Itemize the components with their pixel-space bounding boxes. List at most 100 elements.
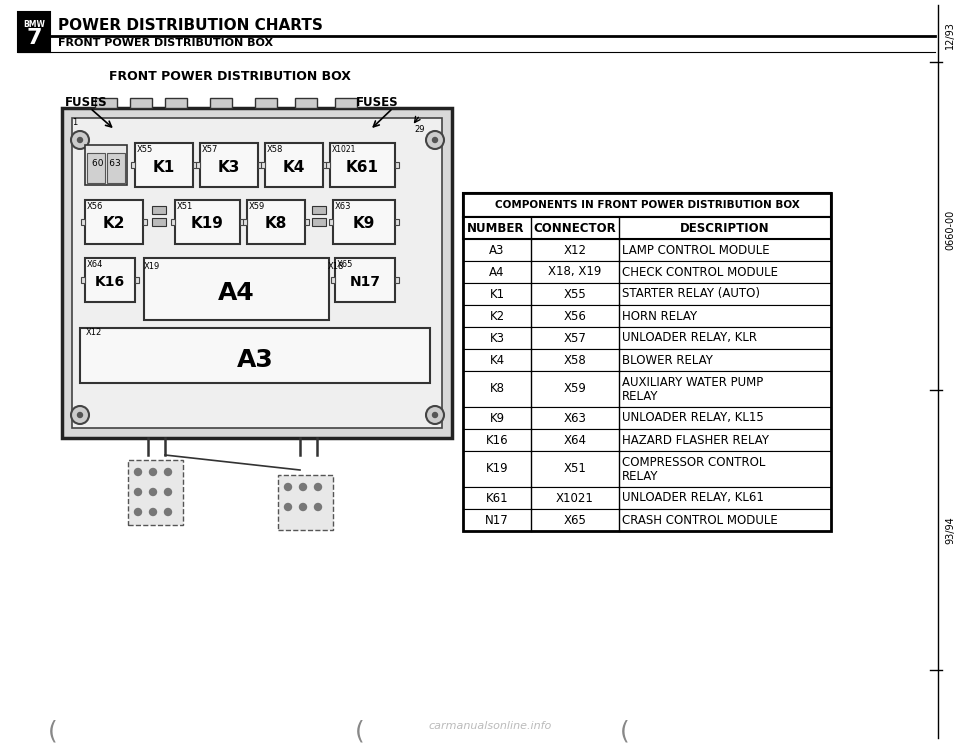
Bar (210, 98, 232, 108)
Circle shape (134, 469, 141, 475)
Bar (335, 258, 395, 302)
Bar (130, 98, 152, 108)
Bar (193, 162, 197, 168)
Text: K2: K2 (103, 217, 125, 231)
Text: K3: K3 (490, 332, 505, 344)
Text: N17: N17 (485, 513, 509, 527)
Circle shape (78, 412, 83, 417)
Circle shape (150, 508, 156, 516)
Bar (152, 206, 166, 214)
Bar (135, 277, 139, 283)
Text: A3: A3 (236, 348, 274, 372)
Bar (331, 277, 335, 283)
Text: CHECK CONTROL MODULE: CHECK CONTROL MODULE (622, 266, 778, 278)
Text: K3: K3 (218, 159, 240, 175)
Text: POWER DISTRIBUTION CHARTS: POWER DISTRIBUTION CHARTS (58, 18, 323, 33)
Bar (329, 219, 333, 225)
Text: CRASH CONTROL MODULE: CRASH CONTROL MODULE (622, 513, 778, 527)
Text: K61: K61 (486, 492, 508, 504)
Text: X18: X18 (328, 262, 345, 271)
Text: K16: K16 (95, 275, 125, 289)
Text: FRONT POWER DISTRIBUTION BOX: FRONT POWER DISTRIBUTION BOX (109, 70, 351, 83)
Circle shape (150, 489, 156, 496)
Bar (80, 328, 430, 383)
Bar (240, 219, 244, 225)
Text: X55: X55 (137, 145, 154, 154)
Bar (463, 283, 831, 305)
Text: X65: X65 (337, 260, 353, 269)
Circle shape (433, 138, 438, 143)
Text: K19: K19 (191, 217, 224, 231)
Text: BLOWER RELAY: BLOWER RELAY (622, 353, 713, 367)
Bar (62, 108, 452, 438)
Text: X56: X56 (564, 310, 587, 322)
Bar (171, 219, 175, 225)
Bar (463, 239, 831, 261)
Bar (135, 143, 193, 187)
Bar (463, 217, 831, 239)
Text: K19: K19 (486, 463, 508, 475)
Text: UNLOADER RELAY, KLR: UNLOADER RELAY, KLR (622, 332, 757, 344)
Text: X57: X57 (564, 332, 587, 344)
Text: X63: X63 (564, 411, 587, 425)
Text: A3: A3 (490, 243, 505, 257)
Text: K9: K9 (490, 411, 505, 425)
Text: FUSES: FUSES (65, 96, 108, 109)
Text: X63: X63 (335, 202, 351, 211)
Bar (175, 200, 240, 244)
Bar (243, 219, 247, 225)
Bar (463, 327, 831, 349)
Text: X51: X51 (177, 202, 193, 211)
Bar (200, 143, 258, 187)
Text: (: ( (48, 720, 58, 744)
Bar (463, 305, 831, 327)
Text: K16: K16 (486, 434, 508, 446)
Bar (258, 162, 262, 168)
Text: X59: X59 (249, 202, 265, 211)
Text: X1021: X1021 (556, 492, 594, 504)
Text: 93/94: 93/94 (945, 516, 955, 544)
Bar (131, 162, 135, 168)
Text: K9: K9 (353, 217, 375, 231)
Bar (312, 218, 326, 226)
Text: RELAY: RELAY (622, 470, 659, 484)
Bar (463, 487, 831, 509)
Text: X1021: X1021 (332, 145, 356, 154)
Text: NUMBER: NUMBER (467, 222, 524, 234)
Circle shape (300, 484, 306, 490)
Circle shape (134, 508, 141, 516)
Bar (87, 153, 105, 183)
Bar (463, 193, 831, 531)
Circle shape (300, 504, 306, 510)
Bar (278, 475, 333, 530)
Text: FRONT POWER DISTRIBUTION BOX: FRONT POWER DISTRIBUTION BOX (58, 38, 274, 48)
Circle shape (71, 131, 89, 149)
Text: K1: K1 (490, 287, 505, 301)
Circle shape (164, 489, 172, 496)
Text: K2: K2 (490, 310, 505, 322)
Text: N17: N17 (349, 275, 380, 289)
Text: 1: 1 (72, 118, 77, 127)
Bar (463, 429, 831, 451)
Text: AUXILIARY WATER PUMP: AUXILIARY WATER PUMP (622, 376, 763, 390)
Bar (143, 219, 147, 225)
Bar (18, 12, 50, 52)
Text: X65: X65 (564, 513, 587, 527)
Bar (165, 98, 187, 108)
Text: K4: K4 (283, 159, 305, 175)
Bar (395, 162, 399, 168)
Bar (196, 162, 200, 168)
Bar (81, 277, 85, 283)
Bar (463, 451, 831, 487)
Bar (95, 98, 117, 108)
Text: X12: X12 (564, 243, 587, 257)
Circle shape (78, 138, 83, 143)
Bar (323, 162, 327, 168)
Bar (463, 193, 831, 217)
Text: HORN RELAY: HORN RELAY (622, 310, 697, 322)
Text: X56: X56 (87, 202, 104, 211)
Circle shape (315, 504, 322, 510)
Text: 12/93: 12/93 (945, 21, 955, 49)
Text: (: ( (620, 720, 630, 744)
Circle shape (134, 489, 141, 496)
